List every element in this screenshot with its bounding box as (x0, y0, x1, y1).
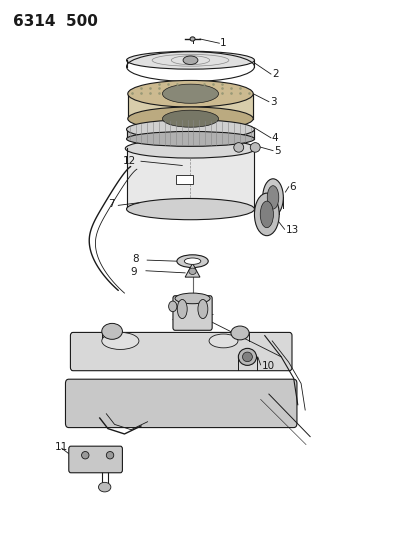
Bar (176, 174, 192, 184)
Polygon shape (185, 263, 199, 277)
Polygon shape (126, 149, 254, 209)
Ellipse shape (126, 51, 254, 69)
Ellipse shape (250, 143, 259, 152)
Text: 13: 13 (285, 225, 298, 236)
Ellipse shape (190, 37, 195, 41)
Ellipse shape (102, 324, 122, 340)
Text: 10: 10 (261, 361, 274, 371)
Ellipse shape (209, 334, 237, 348)
FancyBboxPatch shape (70, 333, 291, 370)
Ellipse shape (128, 80, 253, 107)
Ellipse shape (126, 120, 254, 139)
Ellipse shape (242, 352, 252, 362)
Text: 6: 6 (289, 182, 295, 192)
Ellipse shape (267, 185, 278, 209)
Ellipse shape (197, 300, 207, 319)
Ellipse shape (188, 268, 196, 274)
Ellipse shape (168, 301, 176, 312)
Ellipse shape (106, 451, 114, 459)
Text: 12: 12 (122, 156, 135, 166)
Text: 9: 9 (131, 267, 137, 277)
Ellipse shape (98, 482, 111, 492)
Polygon shape (126, 130, 254, 139)
FancyBboxPatch shape (69, 446, 122, 473)
Ellipse shape (175, 293, 209, 304)
Ellipse shape (262, 179, 282, 216)
Text: 5: 5 (273, 146, 280, 156)
Ellipse shape (183, 56, 197, 64)
Ellipse shape (238, 349, 256, 366)
Text: 8: 8 (132, 254, 138, 264)
Ellipse shape (126, 132, 254, 147)
Text: 2: 2 (271, 69, 278, 79)
Ellipse shape (177, 300, 187, 319)
Ellipse shape (254, 193, 278, 236)
Ellipse shape (176, 255, 208, 268)
FancyBboxPatch shape (173, 296, 211, 330)
Text: 11: 11 (54, 442, 67, 452)
Text: 1: 1 (220, 38, 226, 48)
Ellipse shape (260, 201, 273, 228)
Ellipse shape (230, 326, 249, 340)
Ellipse shape (102, 333, 139, 350)
Ellipse shape (81, 451, 89, 459)
Ellipse shape (184, 258, 200, 264)
Polygon shape (128, 94, 253, 119)
FancyBboxPatch shape (65, 379, 296, 427)
Text: 3: 3 (269, 96, 275, 107)
Ellipse shape (162, 110, 218, 127)
Ellipse shape (128, 107, 253, 131)
Ellipse shape (126, 198, 254, 220)
Ellipse shape (162, 84, 218, 103)
Text: 7: 7 (108, 199, 114, 209)
Ellipse shape (233, 143, 243, 152)
Ellipse shape (125, 139, 255, 158)
Text: 4: 4 (271, 133, 278, 143)
Text: 6314  500: 6314 500 (13, 14, 98, 29)
